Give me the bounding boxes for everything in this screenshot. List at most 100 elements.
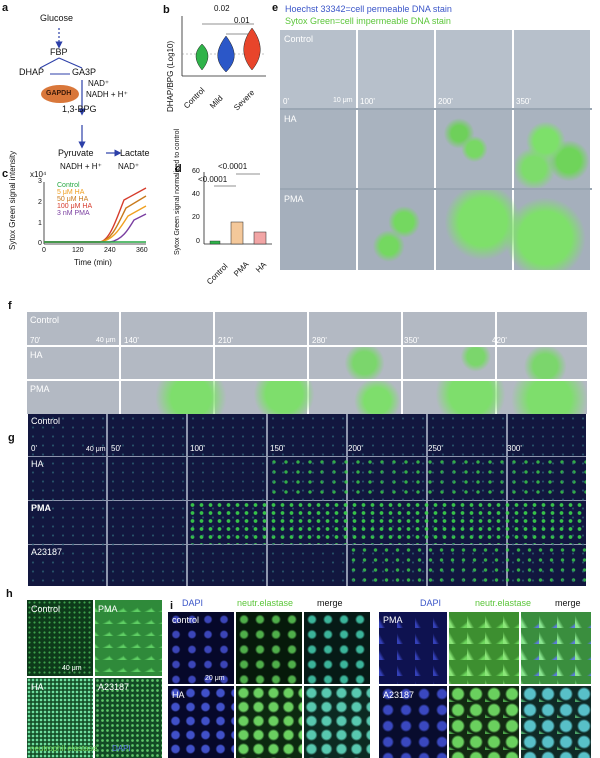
cofactor-nadh: NADH + H⁺: [86, 90, 128, 99]
panel-label-g: g: [8, 432, 15, 444]
cofactor-nad-2: NAD⁺: [118, 162, 140, 171]
i-row-label-a23187: A23187: [383, 690, 415, 700]
metabolite-lactate: Lactate: [120, 148, 150, 158]
glycolysis-pathway: [39, 28, 122, 157]
d-box-ha: [253, 231, 267, 245]
c-legend-100um-ha: 100 μM HA: [57, 203, 93, 210]
f-time-420: 420': [492, 336, 507, 345]
panel-label-f: f: [8, 300, 12, 312]
b-significance-mid: 0.01: [234, 16, 250, 25]
e-scale-bar: 10 μm: [333, 97, 353, 104]
gapdh-enzyme-shape: [41, 85, 79, 103]
e-legend-sytox: Sytox Green=cell impermeable DNA stain: [285, 16, 451, 26]
c-xtick-2: 240: [104, 247, 116, 254]
metabolite-pyruvate: Pyruvate: [58, 148, 94, 158]
violin-control: [195, 43, 209, 71]
c-legend-50um-ha: 50 μM HA: [57, 196, 89, 203]
i-header-right-dapi: DAPI: [420, 598, 442, 608]
h-scale-bar: 40 μm: [62, 665, 82, 672]
d-significance-top: <0.0001: [218, 162, 248, 171]
d-group-pma: PMA: [232, 259, 251, 279]
cofactor-nad: NAD⁺: [88, 79, 110, 88]
panel-label-b: b: [163, 4, 170, 16]
e-legend-hoechst: Hoechst 33342=cell permeable DNA stain: [285, 4, 452, 14]
h-tile-a23187: A23187: [98, 682, 130, 692]
g-row-label-a23187: A23187: [31, 547, 63, 557]
h-tile-pma: PMA: [98, 604, 118, 614]
b-significance-top: 0.02: [214, 4, 230, 13]
c-x-axis-label: Time (min): [74, 258, 112, 267]
d-group-ha: HA: [254, 260, 269, 275]
f-time-70: 70': [30, 336, 41, 345]
i-row-label-pma: PMA: [383, 615, 403, 625]
d-box-plot: [203, 172, 272, 245]
i-header-right-merge: merge: [555, 598, 581, 608]
e-row-control: [280, 30, 592, 108]
metabolite-dhap: DHAP: [19, 67, 45, 77]
g-time-50: 50': [111, 444, 122, 453]
b-violin-plot: [181, 16, 266, 77]
i-header-left-merge: merge: [317, 598, 343, 608]
g-scale-bar: 40 μm: [86, 446, 106, 453]
g-time-250: 250': [428, 444, 443, 453]
i-row-label-control: control: [172, 615, 200, 625]
g-microscopy-grid: [28, 414, 586, 586]
g-row-label-control: Control: [31, 416, 61, 426]
panel-label-h: h: [6, 588, 13, 600]
panel-label-c: c: [2, 168, 9, 180]
f-time-210: 210': [218, 336, 233, 345]
c-exponent: x10⁴: [30, 170, 47, 179]
d-ytick-0: 0: [196, 238, 200, 245]
f-time-140: 140': [124, 336, 139, 345]
d-significance-mid: <0.0001: [198, 175, 228, 184]
f-row-label-ha: HA: [30, 350, 43, 360]
g-time-300: 300': [507, 444, 522, 453]
c-line-chart: [43, 182, 147, 245]
panel-label-i: i: [170, 600, 174, 612]
d-ytick-40: 40: [192, 191, 200, 198]
g-time-100: 100': [190, 444, 205, 453]
metabolite-glucose: Glucose: [40, 13, 74, 23]
c-ytick-0: 0: [38, 240, 42, 247]
c-ytick-2: 2: [38, 199, 42, 206]
f-time-280: 280': [312, 336, 327, 345]
g-row-label-ha: HA: [31, 459, 44, 469]
i-header-left-dapi: DAPI: [182, 598, 204, 608]
d-group-control: Control: [205, 261, 230, 287]
d-ytick-20: 20: [192, 214, 200, 221]
h-tile-control: Control: [31, 604, 61, 614]
metabolite-ga3p: GA3P: [72, 67, 97, 77]
c-legend-5um-ha: 5 μM HA: [57, 189, 85, 196]
i-left-grid: [168, 612, 370, 758]
e-time-100: 100': [360, 97, 375, 106]
b-group-control: Control: [182, 85, 207, 111]
e-time-0: 0': [283, 97, 289, 106]
f-row-label-control: Control: [30, 315, 60, 325]
panel-label-a: a: [2, 2, 9, 14]
g-time-200: 200': [348, 444, 363, 453]
d-box-pma: [230, 221, 244, 245]
f-row-label-pma: PMA: [30, 384, 50, 394]
h-caption-dapi: DAPI: [112, 744, 131, 753]
g-row-label-pma: PMA: [31, 503, 51, 513]
c-legend-3nm-pma: 3 nM PMA: [57, 210, 90, 217]
cofactor-nadh-2: NADH + H⁺: [60, 162, 102, 171]
e-row-label-pma: PMA: [284, 194, 304, 204]
violin-severe: [243, 27, 261, 71]
d-y-axis-label: Sytox Green signal normalized to control: [174, 128, 181, 255]
c-xtick-0: 0: [42, 247, 46, 254]
f-microscopy-grid: [27, 312, 587, 414]
e-time-200: 200': [438, 97, 453, 106]
g-time-0: 0': [31, 444, 37, 453]
panel-label-e: e: [272, 2, 279, 14]
violin-mild: [217, 35, 235, 73]
c-ytick-1: 1: [38, 220, 42, 227]
enzyme-gapdh: GAPDH: [46, 90, 72, 97]
d-ytick-60: 60: [192, 168, 200, 175]
i-header-left-elastase: neutr.elastase: [237, 598, 294, 608]
b-group-severe: Severe: [232, 88, 257, 113]
h-microscopy-grid: [27, 600, 162, 758]
e-time-350: 350': [516, 97, 531, 106]
c-legend: Control 5 μM HA 50 μM HA 100 μM HA 3 nM …: [57, 182, 92, 217]
f-time-350: 350': [404, 336, 419, 345]
